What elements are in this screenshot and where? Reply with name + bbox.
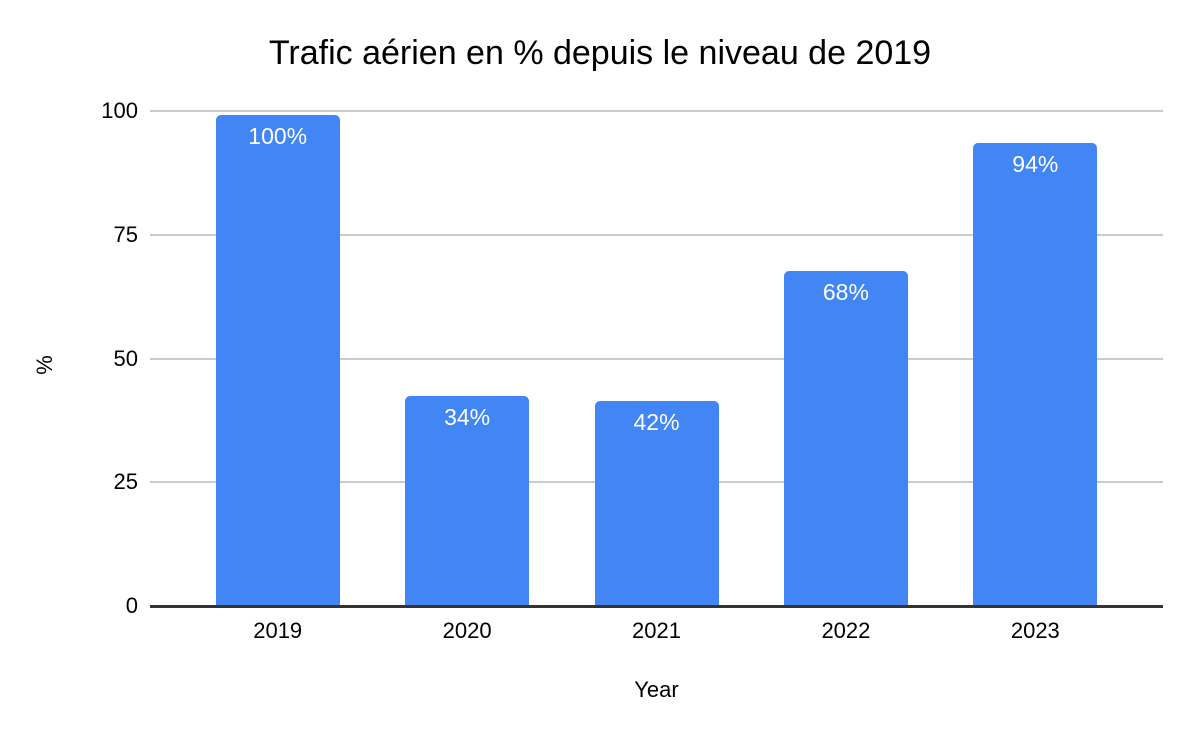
bar-2021: 42%: [594, 401, 719, 606]
bar-2020: 34%: [405, 396, 530, 606]
bar-slot-2021: 42%: [562, 111, 751, 606]
bar-slot-2022: 68%: [751, 111, 940, 606]
bar-slot-2023: 94%: [941, 111, 1130, 606]
gridline-50: [150, 357, 1163, 360]
bar-value-label-2023: 94%: [1012, 151, 1059, 178]
bar-value-label-2021: 42%: [633, 409, 680, 436]
bar-value-label-2020: 34%: [444, 404, 491, 431]
plot-area: 100% 34% 42% 68% 94%: [150, 110, 1163, 608]
x-axis-baseline: [150, 605, 1163, 608]
bar-2022: 68%: [783, 270, 908, 606]
chart-title: Trafic aérien en % depuis le niveau de 2…: [268, 34, 932, 72]
bar-slot-2019: 100%: [183, 111, 372, 606]
x-tick-label-2019: 2019: [253, 618, 303, 643]
bar-2023: 94%: [973, 143, 1098, 606]
gridline-75: [150, 233, 1163, 236]
bar-value-label-2022: 68%: [822, 278, 869, 305]
y-tick-label-50: 50: [113, 345, 138, 371]
y-tick-label-25: 25: [113, 469, 138, 495]
x-tick-label-2021: 2021: [632, 618, 681, 643]
y-tick-label-75: 75: [113, 221, 138, 247]
x-axis-title: Year: [634, 677, 679, 702]
bar-slot-2020: 34%: [372, 111, 561, 606]
y-tick-label-100: 100: [101, 98, 138, 123]
x-tick-label-2022: 2022: [821, 618, 871, 643]
y-tick-label-0: 0: [125, 593, 138, 618]
x-axis-tick-labels: 2019 2020 2021 2022 2023: [183, 618, 1130, 644]
x-tick-label-2023: 2023: [1010, 618, 1060, 643]
bar-2019: 100%: [215, 114, 340, 606]
gridline-100: [150, 110, 1163, 112]
bar-value-label-2019: 100%: [248, 122, 308, 149]
bars-container: 100% 34% 42% 68% 94%: [183, 111, 1130, 606]
x-tick-label-2020: 2020: [442, 618, 492, 643]
